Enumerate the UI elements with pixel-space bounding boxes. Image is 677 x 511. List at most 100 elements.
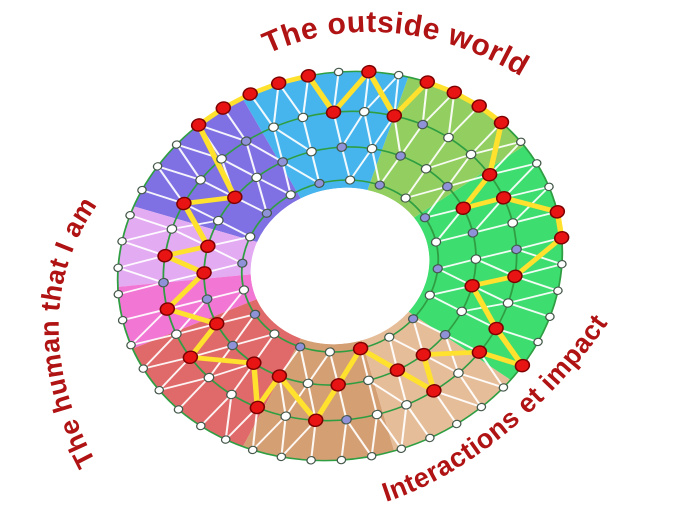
red-graph-node[interactable]: [386, 108, 403, 123]
red-graph-node[interactable]: [471, 98, 487, 113]
graph-node[interactable]: [268, 122, 279, 132]
red-graph-node[interactable]: [157, 248, 173, 263]
graph-node[interactable]: [515, 137, 526, 147]
graph-node[interactable]: [306, 146, 317, 157]
graph-node[interactable]: [216, 154, 227, 164]
graph-node[interactable]: [196, 421, 206, 431]
graph-node[interactable]: [251, 172, 263, 183]
red-graph-node[interactable]: [419, 75, 436, 90]
graph-node[interactable]: [544, 182, 554, 192]
graph-node[interactable]: [393, 70, 404, 80]
graph-node[interactable]: [439, 329, 451, 340]
red-graph-node[interactable]: [514, 358, 531, 373]
red-graph-node[interactable]: [176, 196, 192, 211]
graph-node[interactable]: [113, 290, 124, 299]
red-graph-node[interactable]: [325, 105, 342, 120]
graph-node[interactable]: [545, 312, 555, 322]
red-graph-node[interactable]: [196, 265, 212, 280]
graph-node[interactable]: [314, 178, 325, 188]
sector-pale-violet[interactable]: [100, 180, 264, 307]
red-graph-node[interactable]: [493, 115, 510, 130]
red-graph-node[interactable]: [352, 341, 369, 356]
graph-node[interactable]: [401, 400, 412, 410]
red-graph-node[interactable]: [426, 383, 442, 398]
red-graph-node[interactable]: [182, 350, 199, 365]
graph-node[interactable]: [384, 332, 395, 342]
red-graph-node[interactable]: [455, 201, 471, 216]
red-graph-node[interactable]: [227, 190, 243, 205]
graph-node[interactable]: [432, 264, 443, 274]
graph-node[interactable]: [152, 162, 163, 171]
red-graph-node[interactable]: [159, 302, 176, 317]
graph-node[interactable]: [138, 364, 149, 373]
graph-node[interactable]: [336, 142, 348, 152]
graph-node[interactable]: [465, 149, 477, 160]
graph-node[interactable]: [201, 294, 213, 304]
graph-node[interactable]: [366, 143, 378, 154]
graph-node[interactable]: [407, 314, 419, 324]
red-graph-node[interactable]: [242, 86, 258, 101]
graph-node[interactable]: [125, 210, 135, 220]
graph-node[interactable]: [456, 306, 468, 317]
sector-tan[interactable]: [221, 323, 395, 486]
graph-node[interactable]: [117, 237, 127, 246]
graph-node[interactable]: [171, 140, 182, 149]
graph-node[interactable]: [557, 260, 567, 269]
graph-node[interactable]: [227, 340, 239, 351]
sector-magenta[interactable]: [115, 255, 262, 349]
graph-node[interactable]: [531, 159, 542, 168]
red-graph-node[interactable]: [507, 269, 523, 284]
graph-node[interactable]: [244, 232, 256, 242]
red-graph-node[interactable]: [246, 356, 262, 371]
graph-node[interactable]: [247, 445, 258, 455]
graph-node[interactable]: [400, 193, 411, 203]
graph-node[interactable]: [249, 309, 261, 319]
red-graph-node[interactable]: [488, 321, 504, 336]
red-graph-node[interactable]: [389, 363, 406, 378]
graph-node[interactable]: [451, 419, 462, 429]
graph-node[interactable]: [154, 385, 165, 395]
graph-node[interactable]: [269, 329, 280, 339]
graph-node[interactable]: [511, 244, 522, 255]
graph-node[interactable]: [166, 224, 178, 234]
graph-node[interactable]: [420, 164, 432, 174]
graph-node[interactable]: [371, 409, 383, 420]
graph-node[interactable]: [443, 132, 454, 143]
graph-node[interactable]: [170, 329, 182, 339]
graph-node[interactable]: [498, 383, 509, 392]
graph-node[interactable]: [341, 415, 352, 425]
sector-light-tan[interactable]: [358, 292, 521, 452]
graph-node[interactable]: [277, 157, 289, 167]
red-graph-node[interactable]: [549, 204, 566, 219]
red-graph-node[interactable]: [415, 347, 432, 362]
graph-node[interactable]: [507, 218, 519, 228]
graph-node[interactable]: [344, 175, 356, 185]
graph-node[interactable]: [333, 67, 344, 77]
red-graph-node[interactable]: [553, 230, 570, 245]
graph-node[interactable]: [430, 237, 442, 247]
graph-node[interactable]: [126, 340, 136, 350]
red-graph-node[interactable]: [215, 100, 232, 115]
red-graph-node[interactable]: [208, 316, 225, 331]
graph-node[interactable]: [294, 342, 306, 352]
graph-node[interactable]: [366, 451, 377, 461]
graph-node[interactable]: [336, 455, 347, 465]
graph-node[interactable]: [137, 185, 147, 195]
red-graph-node[interactable]: [307, 413, 324, 428]
graph-node[interactable]: [395, 151, 407, 161]
graph-node[interactable]: [285, 190, 296, 200]
red-graph-node[interactable]: [481, 167, 498, 182]
red-graph-node[interactable]: [200, 239, 216, 254]
red-graph-node[interactable]: [446, 85, 463, 100]
graph-node[interactable]: [276, 452, 287, 462]
graph-node[interactable]: [240, 136, 252, 146]
graph-node[interactable]: [237, 258, 248, 268]
graph-node[interactable]: [502, 298, 514, 308]
graph-node[interactable]: [113, 263, 123, 272]
red-graph-node[interactable]: [464, 278, 480, 293]
graph-node[interactable]: [324, 347, 336, 357]
graph-node[interactable]: [280, 411, 292, 421]
graph-node[interactable]: [453, 368, 464, 378]
red-graph-node[interactable]: [270, 76, 287, 91]
graph-node[interactable]: [195, 175, 207, 185]
